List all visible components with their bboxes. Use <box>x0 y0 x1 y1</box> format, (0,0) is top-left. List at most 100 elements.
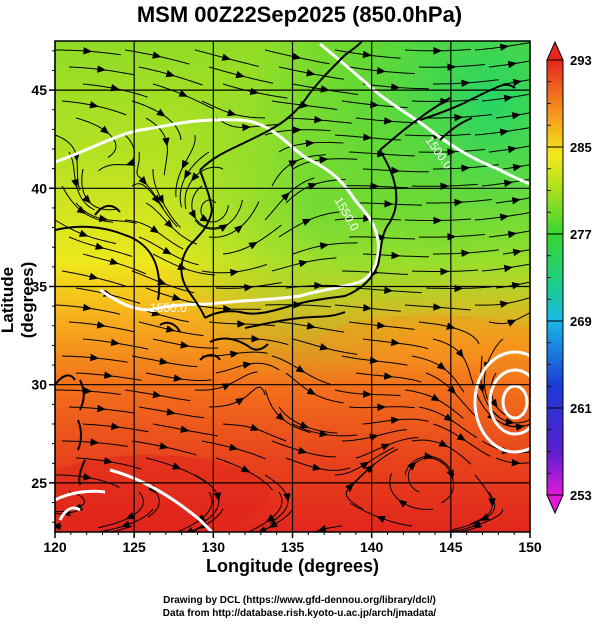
streamline-arrow <box>511 459 521 467</box>
streamline-arrow <box>362 304 373 312</box>
streamline-arrow <box>312 463 322 471</box>
streamline-arrow <box>456 433 466 442</box>
streamline-arrow <box>235 70 245 79</box>
streamline-arrow <box>506 319 517 327</box>
streamline-arrow <box>398 499 408 508</box>
streamline-arrow <box>94 242 105 250</box>
streamline-arrow <box>165 325 176 333</box>
x-axis-ticks: 120 125 130 135 140 145 150 <box>43 532 542 555</box>
streamline-arrow <box>181 159 190 170</box>
streamline-arrow <box>471 520 482 528</box>
streamline-arrow <box>229 350 240 359</box>
streamline-arrow <box>229 268 240 277</box>
colorbar-tick-label: 285 <box>570 140 592 155</box>
streamline-arrow <box>125 512 136 520</box>
streamline-arrow <box>250 423 260 431</box>
streamline-arrow <box>152 390 162 399</box>
streamline-arrow <box>240 465 251 473</box>
credit-line-data-source: Data from http://database.rish.kyoto-u.a… <box>162 608 437 619</box>
streamline-arrow <box>391 83 401 91</box>
streamline-arrow <box>507 230 518 239</box>
streamline-arrow <box>138 176 148 186</box>
streamline-arrow <box>103 457 114 465</box>
streamline-arrow <box>251 334 261 343</box>
streamline-arrow <box>455 348 464 359</box>
streamline-arrow <box>515 423 525 432</box>
streamline-arrow <box>89 272 99 281</box>
streamline-arrow <box>248 241 258 250</box>
streamline-arrow <box>383 372 394 380</box>
colorbar-tick-label: 293 <box>570 53 592 68</box>
streamline-arrow <box>384 200 394 208</box>
x-tick-label: 120 <box>43 539 67 555</box>
streamline-arrow <box>319 156 329 164</box>
streamline-arrow <box>306 69 316 77</box>
colorbar: 293 285 277 269 261 253 <box>546 40 592 515</box>
streamline-arrow <box>89 101 99 109</box>
streamline-arrow <box>162 246 172 255</box>
streamline-arrow <box>512 78 523 87</box>
streamline-arrow <box>384 117 394 125</box>
streamline-arrow <box>489 398 498 409</box>
streamline-arrow <box>82 194 91 204</box>
streamline-arrow <box>384 286 394 295</box>
streamline-arrow <box>109 257 119 266</box>
streamline-arrow <box>440 267 450 276</box>
streamline-arrow <box>407 461 417 471</box>
streamline-arrow <box>171 293 182 301</box>
streamline-arrow <box>184 527 195 532</box>
streamline-arrow <box>151 194 160 204</box>
streamline-arrow <box>369 100 380 109</box>
streamline-arrow <box>98 214 109 223</box>
contour-label: 1550.0 <box>150 301 187 315</box>
streamline-arrow <box>317 525 327 532</box>
streamline-arrow <box>82 303 93 312</box>
streamline-arrow <box>319 343 329 351</box>
streamline-arrow <box>391 251 401 260</box>
streamline-arrow <box>390 416 400 425</box>
streamline-arrow <box>180 341 190 349</box>
streamline-arrow <box>454 113 464 122</box>
streamline-arrow <box>156 194 164 205</box>
streamline-arrow <box>363 133 373 141</box>
x-tick-label: 140 <box>360 539 384 555</box>
x-tick-label: 135 <box>281 539 305 555</box>
streamline-arrow <box>511 197 522 205</box>
streamline-arrow <box>306 322 316 330</box>
streamline-arrow <box>295 364 306 373</box>
streamline-arrow <box>156 108 166 117</box>
streamline-arrow <box>370 182 380 190</box>
streamline-arrow <box>78 229 89 237</box>
streamline-arrow <box>512 163 523 172</box>
streamline <box>455 525 483 532</box>
streamline-arrow <box>362 50 372 59</box>
streamline-arrow <box>499 128 510 136</box>
streamline-arrow <box>363 390 372 398</box>
y-axis-ticks: 25 30 35 40 45 <box>31 50 55 523</box>
streamline-arrow <box>221 383 232 391</box>
x-tick-label: 130 <box>202 539 226 555</box>
streamline-arrow <box>376 515 386 523</box>
height-contours <box>55 42 530 532</box>
streamline-arrow <box>301 218 312 226</box>
streamline-arrow <box>90 353 100 362</box>
streamline-arrow <box>319 429 329 438</box>
streamline-arrow <box>443 413 454 422</box>
y-tick-label: 25 <box>31 475 47 491</box>
coastlines <box>55 41 516 486</box>
streamline <box>108 525 133 532</box>
streamline-arrow <box>242 361 253 369</box>
streamline-arrow <box>227 108 237 117</box>
streamline-arrow <box>242 123 252 132</box>
colorbar-tick-label: 253 <box>570 488 592 503</box>
streamline-arrow <box>345 482 354 492</box>
streamline-arrow <box>292 52 302 61</box>
streamline-arrow <box>503 94 514 103</box>
streamline-arrow <box>178 89 189 97</box>
streamline-arrow <box>265 514 276 523</box>
streamline-arrow <box>97 404 107 413</box>
streamline-arrow <box>433 47 443 55</box>
streamline-arrow <box>307 182 318 190</box>
streamline-arrow <box>120 520 131 528</box>
